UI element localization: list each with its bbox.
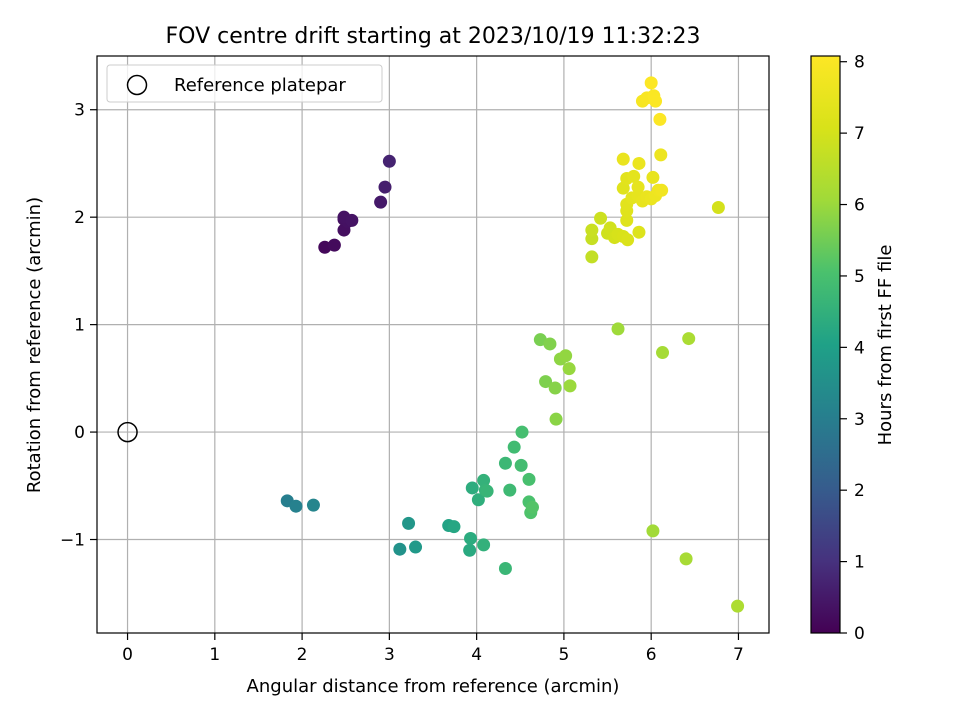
data-point (646, 170, 660, 184)
data-point (514, 458, 528, 472)
x-tick-label: 6 (646, 645, 657, 665)
data-point (585, 250, 599, 264)
legend-box (106, 64, 383, 103)
data-point (507, 440, 521, 454)
legend: Reference platepar (106, 64, 383, 103)
data-point (345, 213, 359, 227)
chart-title: FOV centre drift starting at 2023/10/19 … (166, 24, 701, 49)
data-point (382, 154, 396, 168)
colorbar-tick-label: 0 (854, 624, 865, 644)
data-point (549, 412, 563, 426)
x-tick-label: 3 (384, 645, 395, 665)
data-point (522, 472, 536, 486)
data-point (378, 180, 392, 194)
data-point (447, 520, 461, 534)
x-tick-label: 2 (297, 645, 308, 665)
data-point (525, 500, 539, 514)
data-point (611, 322, 625, 336)
data-point (654, 148, 668, 162)
data-point (464, 531, 478, 545)
colorbar: 0 1 2 3 4 5 6 7 8 Hours from first FF file (810, 53, 896, 644)
data-point (498, 562, 512, 576)
data-point (548, 381, 562, 395)
data-point (711, 201, 725, 215)
data-point (543, 337, 557, 351)
data-point (539, 375, 553, 389)
data-point (515, 425, 529, 439)
colorbar-tick-label: 2 (854, 481, 865, 501)
x-tick-label: 1 (209, 645, 220, 665)
data-point (402, 516, 416, 530)
data-point (393, 542, 407, 556)
data-point (471, 493, 485, 507)
data-point (646, 524, 660, 538)
x-tick-label: 7 (733, 645, 744, 665)
data-point (585, 223, 599, 237)
y-tick-label: −1 (60, 531, 85, 551)
data-point (374, 195, 388, 209)
data-point (562, 362, 576, 376)
y-tick-label: 1 (74, 316, 85, 336)
colorbar-ticks: 0 1 2 3 4 5 6 7 8 (840, 53, 865, 644)
grid (97, 56, 769, 633)
colorbar-label: Hours from first FF file (875, 245, 896, 446)
plot-frame (96, 55, 770, 634)
x-axis-label: Angular distance from reference (arcmin) (247, 676, 620, 697)
data-point (627, 169, 641, 183)
data-point (463, 543, 477, 557)
x-axis: 0 1 2 3 4 5 6 7 (122, 633, 744, 665)
x-tick-label: 4 (471, 645, 482, 665)
data-point (594, 211, 608, 225)
y-axis-label: Rotation from reference (arcmin) (24, 197, 45, 493)
y-tick-label: 3 (74, 101, 85, 121)
colorbar-gradient (810, 55, 841, 634)
data-point (632, 156, 646, 170)
data-point (480, 484, 494, 498)
data-point (656, 346, 670, 360)
data-point (621, 233, 635, 247)
legend-hollow-circle-icon (126, 74, 148, 96)
y-tick-label: 2 (74, 208, 85, 228)
colorbar-tick-label: 1 (854, 553, 865, 573)
y-tick-label: 0 (74, 423, 85, 443)
data-point (616, 152, 630, 166)
data-point (679, 552, 693, 566)
colorbar-tick-label: 5 (854, 267, 865, 287)
data-point (289, 499, 303, 513)
colorbar-tick-label: 7 (854, 124, 865, 144)
data-point (620, 213, 634, 227)
data-point (563, 379, 577, 393)
reference-platepar-marker (117, 421, 138, 443)
data-point (559, 349, 573, 363)
legend-entry-label: Reference platepar (174, 75, 346, 96)
colorbar-tick-label: 3 (854, 410, 865, 430)
data-point (327, 238, 341, 252)
data-point (731, 599, 745, 613)
x-tick-label: 0 (122, 645, 133, 665)
colorbar-tick-label: 4 (854, 338, 865, 358)
data-point (306, 498, 320, 512)
data-point (409, 540, 423, 554)
data-point (498, 456, 512, 470)
data-point (644, 76, 658, 90)
colorbar-tick-label: 8 (854, 53, 865, 73)
colorbar-tick-label: 6 (854, 196, 865, 216)
data-point (503, 483, 517, 497)
data-point (653, 112, 667, 126)
data-points (280, 76, 745, 613)
data-point (465, 481, 479, 495)
data-point (632, 225, 646, 239)
y-axis: −1 0 1 2 3 (60, 101, 97, 551)
x-tick-label: 5 (558, 645, 569, 665)
data-point (631, 180, 645, 194)
data-point (477, 538, 491, 552)
data-point (655, 183, 669, 197)
data-point (649, 94, 663, 108)
data-point (682, 332, 696, 346)
data-point (477, 473, 491, 487)
